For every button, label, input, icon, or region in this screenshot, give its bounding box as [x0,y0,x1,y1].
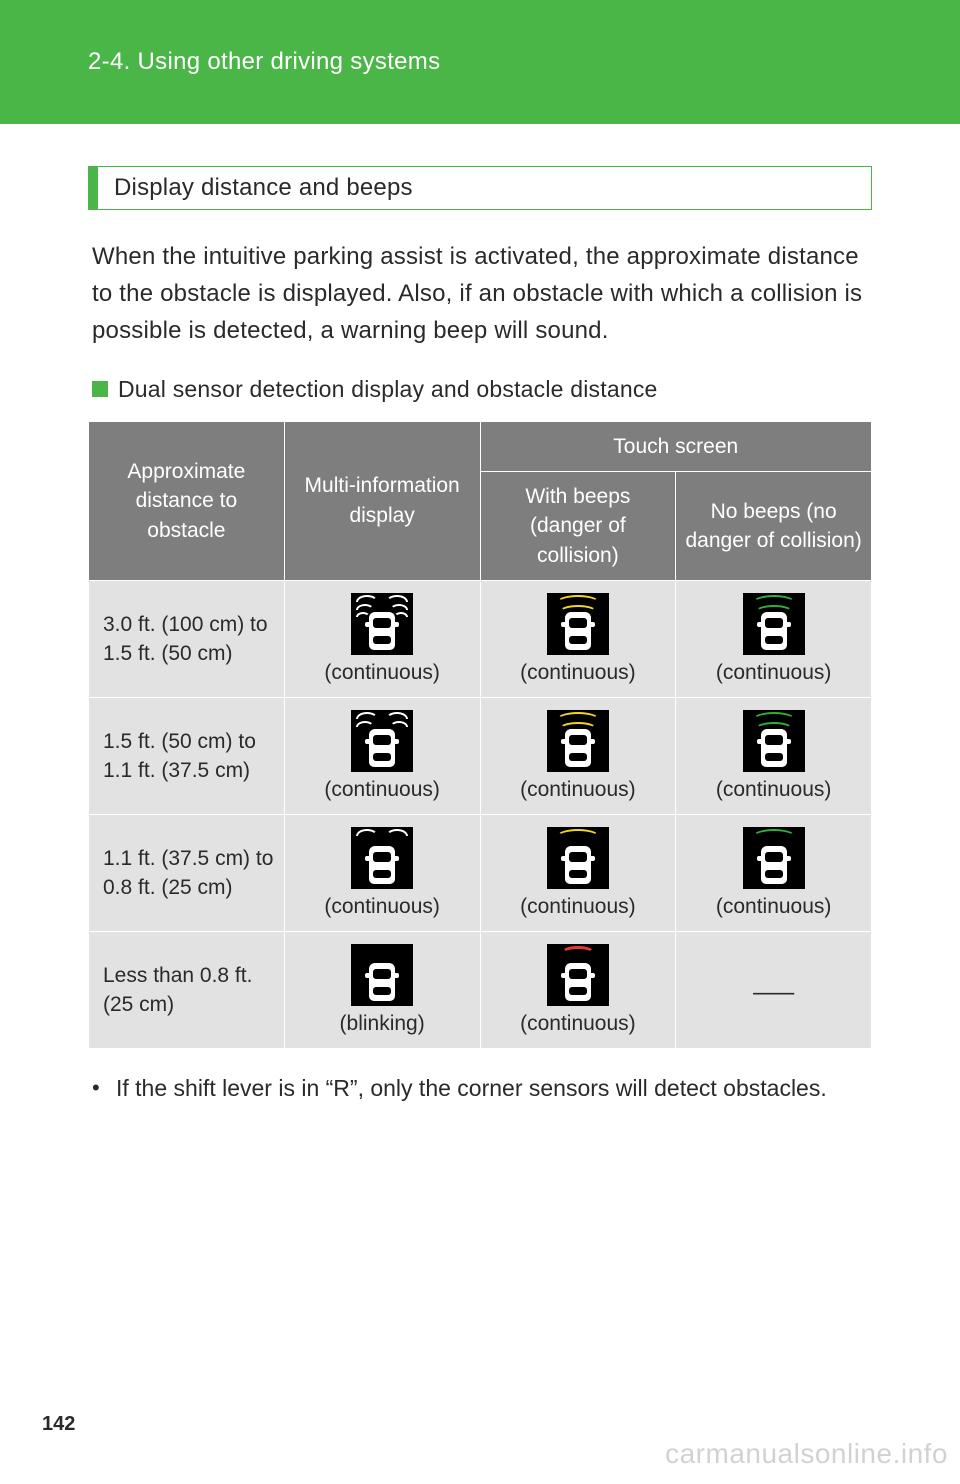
bullet-dot-icon: • [92,1071,116,1106]
cell-distance: 1.5 ft. (50 cm) to 1.1 ft. (37.5 cm) [89,698,285,815]
cell-mid: (blinking) [284,932,480,1049]
cell-nobeeps: (continuous) [676,581,872,698]
bullet-text: If the shift lever is in “R”, only the c… [116,1071,868,1106]
page-number: 142 [42,1413,75,1436]
cell-beeps: (continuous) [480,815,676,932]
icon-state-label: (continuous) [324,661,440,685]
sensor-icon [547,944,609,1006]
col-header-distance: Approximate distance to obstacle [89,421,285,581]
section-heading-text: Display distance and beeps [114,174,413,202]
table-row: Less than 0.8 ft. (25 cm) (blinking) (cont… [89,932,872,1049]
cell-distance: Less than 0.8 ft. (25 cm) [89,932,285,1049]
sensor-icon [351,944,413,1006]
cell-nobeeps: (continuous) [676,815,872,932]
sensor-icon [743,710,805,772]
table-row: 1.5 ft. (50 cm) to 1.1 ft. (37.5 cm) (con… [89,698,872,815]
icon-state-label: (continuous) [324,778,440,802]
subheading-text: Dual sensor detection display and obstac… [118,376,658,403]
sensor-icon [351,710,413,772]
cell-beeps: (continuous) [480,698,676,815]
subheading-row: Dual sensor detection display and obstac… [92,376,868,403]
sensor-icon [547,710,609,772]
icon-state-label: (continuous) [716,778,832,802]
icon-state-label: (blinking) [340,1012,425,1036]
section-heading-bar [88,166,98,210]
cell-distance: 3.0 ft. (100 cm) to 1.5 ft. (50 cm) [89,581,285,698]
dash-icon: ⸺ [752,977,796,1007]
table-head: Approximate distance to obstacle Multi-i… [89,421,872,581]
icon-state-label: (continuous) [716,661,832,685]
icon-state-label: (continuous) [520,661,636,685]
col-header-touch-group: Touch screen [480,421,872,471]
cell-nobeeps: ⸺ [676,932,872,1049]
content: Display distance and beeps When the intu… [0,124,960,1106]
sensor-icon [547,827,609,889]
col-header-mid: Multi-information display [284,421,480,581]
cell-mid: (continuous) [284,698,480,815]
sensor-table: Approximate distance to obstacle Multi-i… [88,421,872,1050]
header-section-text: 2-4. Using other driving systems [88,48,960,76]
table-row: 1.1 ft. (37.5 cm) to 0.8 ft. (25 cm) (con… [89,815,872,932]
cell-nobeeps: (continuous) [676,698,872,815]
cell-mid: (continuous) [284,815,480,932]
col-header-beeps: With beeps (danger of collision) [480,471,676,580]
sensor-icon [547,593,609,655]
bullet-row: • If the shift lever is in “R”, only the… [92,1071,868,1106]
table-body: 3.0 ft. (100 cm) to 1.5 ft. (50 cm) (cont… [89,581,872,1049]
cell-beeps: (continuous) [480,581,676,698]
icon-state-label: (continuous) [716,895,832,919]
icon-state-label: (continuous) [520,895,636,919]
icon-state-label: (continuous) [324,895,440,919]
intro-paragraph: When the intuitive parking assist is act… [92,238,868,350]
sensor-icon [351,593,413,655]
cell-distance: 1.1 ft. (37.5 cm) to 0.8 ft. (25 cm) [89,815,285,932]
table-row: 3.0 ft. (100 cm) to 1.5 ft. (50 cm) (cont… [89,581,872,698]
header-band: 2-4. Using other driving systems [0,0,960,124]
section-heading: Display distance and beeps [88,166,872,210]
sensor-icon [743,827,805,889]
sensor-icon [351,827,413,889]
col-header-nobeeps: No beeps (no danger of collision) [676,471,872,580]
page: 2-4. Using other driving systems Display… [0,0,960,1484]
subheading-square-icon [92,381,108,397]
cell-beeps: (continuous) [480,932,676,1049]
watermark: carmanualsonline.info [665,1438,948,1470]
icon-state-label: (continuous) [520,778,636,802]
sensor-icon [743,593,805,655]
cell-mid: (continuous) [284,581,480,698]
icon-state-label: (continuous) [520,1012,636,1036]
